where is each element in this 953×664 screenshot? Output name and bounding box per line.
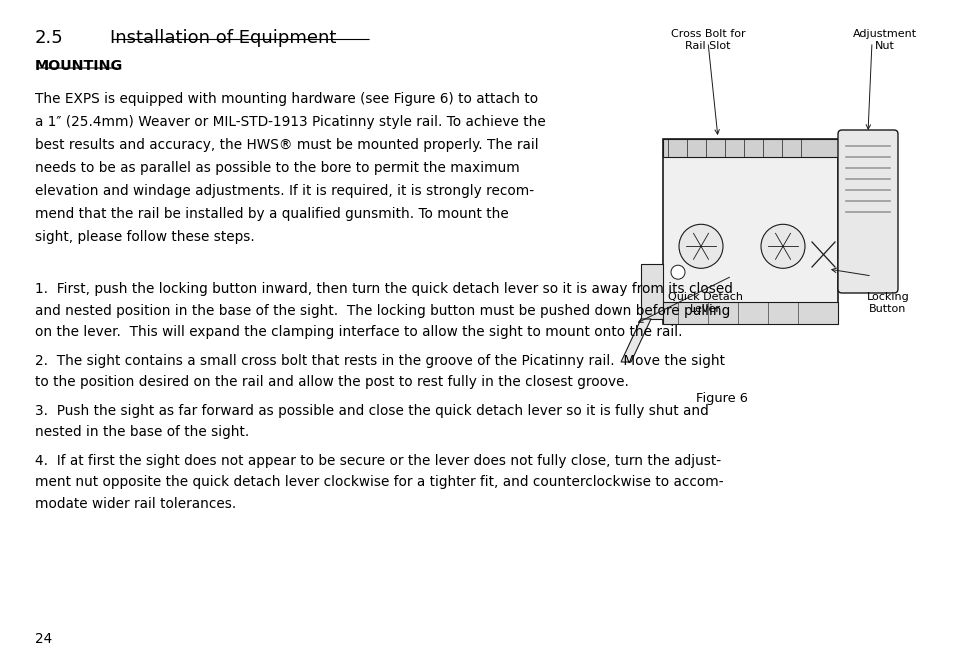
Text: Installation of Equipment: Installation of Equipment	[110, 29, 336, 47]
Text: needs to be as parallel as possible to the bore to permit the maximum: needs to be as parallel as possible to t…	[35, 161, 519, 175]
Text: Quick Detach
Lever: Quick Detach Lever	[667, 292, 741, 313]
Text: 4.  If at first the sight does not appear to be secure or the lever does not ful: 4. If at first the sight does not appear…	[35, 454, 720, 467]
Text: on the lever.  This will expand the clamping interface to allow the sight to mou: on the lever. This will expand the clamp…	[35, 325, 681, 339]
Text: nested in the base of the sight.: nested in the base of the sight.	[35, 425, 249, 439]
Text: modate wider rail tolerances.: modate wider rail tolerances.	[35, 497, 236, 511]
Polygon shape	[620, 319, 650, 362]
Text: 1.  First, push the locking button inward, then turn the quick detach lever so i: 1. First, push the locking button inward…	[35, 282, 732, 296]
Text: ment nut opposite the quick detach lever clockwise for a tighter fit, and counte: ment nut opposite the quick detach lever…	[35, 475, 723, 489]
Circle shape	[670, 265, 684, 279]
Bar	[662, 302, 837, 324]
FancyBboxPatch shape	[837, 130, 897, 293]
Text: and nested position in the base of the sight.  The locking button must be pushed: and nested position in the base of the s…	[35, 303, 729, 317]
Text: 2.5: 2.5	[35, 29, 64, 47]
Text: mend that the rail be installed by a qualified gunsmith. To mount the: mend that the rail be installed by a qua…	[35, 207, 508, 221]
Polygon shape	[837, 134, 841, 289]
Text: Locking
Button: Locking Button	[865, 292, 908, 313]
Circle shape	[760, 224, 804, 268]
Text: The EXPS is equipped with mounting hardware (see Figure 6) to attach to: The EXPS is equipped with mounting hardw…	[35, 92, 537, 106]
Text: 3.  Push the sight as far forward as possible and close the quick detach lever s: 3. Push the sight as far forward as poss…	[35, 404, 708, 418]
Text: MOUNTING: MOUNTING	[35, 59, 123, 73]
Text: 2.  The sight contains a small cross bolt that rests in the groove of the Picati: 2. The sight contains a small cross bolt…	[35, 353, 724, 367]
Text: sight, please follow these steps.: sight, please follow these steps.	[35, 230, 254, 244]
Bar	[662, 139, 837, 157]
Text: Adjustment
Nut: Adjustment Nut	[852, 29, 916, 50]
Circle shape	[679, 224, 722, 268]
Bar	[662, 139, 837, 324]
Bar	[640, 264, 662, 319]
Text: a 1″ (25.4mm) Weaver or MIL-STD-1913 Picatinny style rail. To achieve the: a 1″ (25.4mm) Weaver or MIL-STD-1913 Pic…	[35, 115, 545, 129]
Text: best results and accuracy, the HWS® must be mounted properly. The rail: best results and accuracy, the HWS® must…	[35, 138, 538, 152]
Text: Figure 6: Figure 6	[696, 392, 747, 405]
Text: Cross Bolt for
Rail Slot: Cross Bolt for Rail Slot	[670, 29, 744, 50]
Text: to the position desired on the rail and allow the post to rest fully in the clos: to the position desired on the rail and …	[35, 375, 628, 389]
Text: elevation and windage adjustments. If it is required, it is strongly recom-: elevation and windage adjustments. If it…	[35, 184, 534, 198]
Text: 24: 24	[35, 632, 52, 646]
